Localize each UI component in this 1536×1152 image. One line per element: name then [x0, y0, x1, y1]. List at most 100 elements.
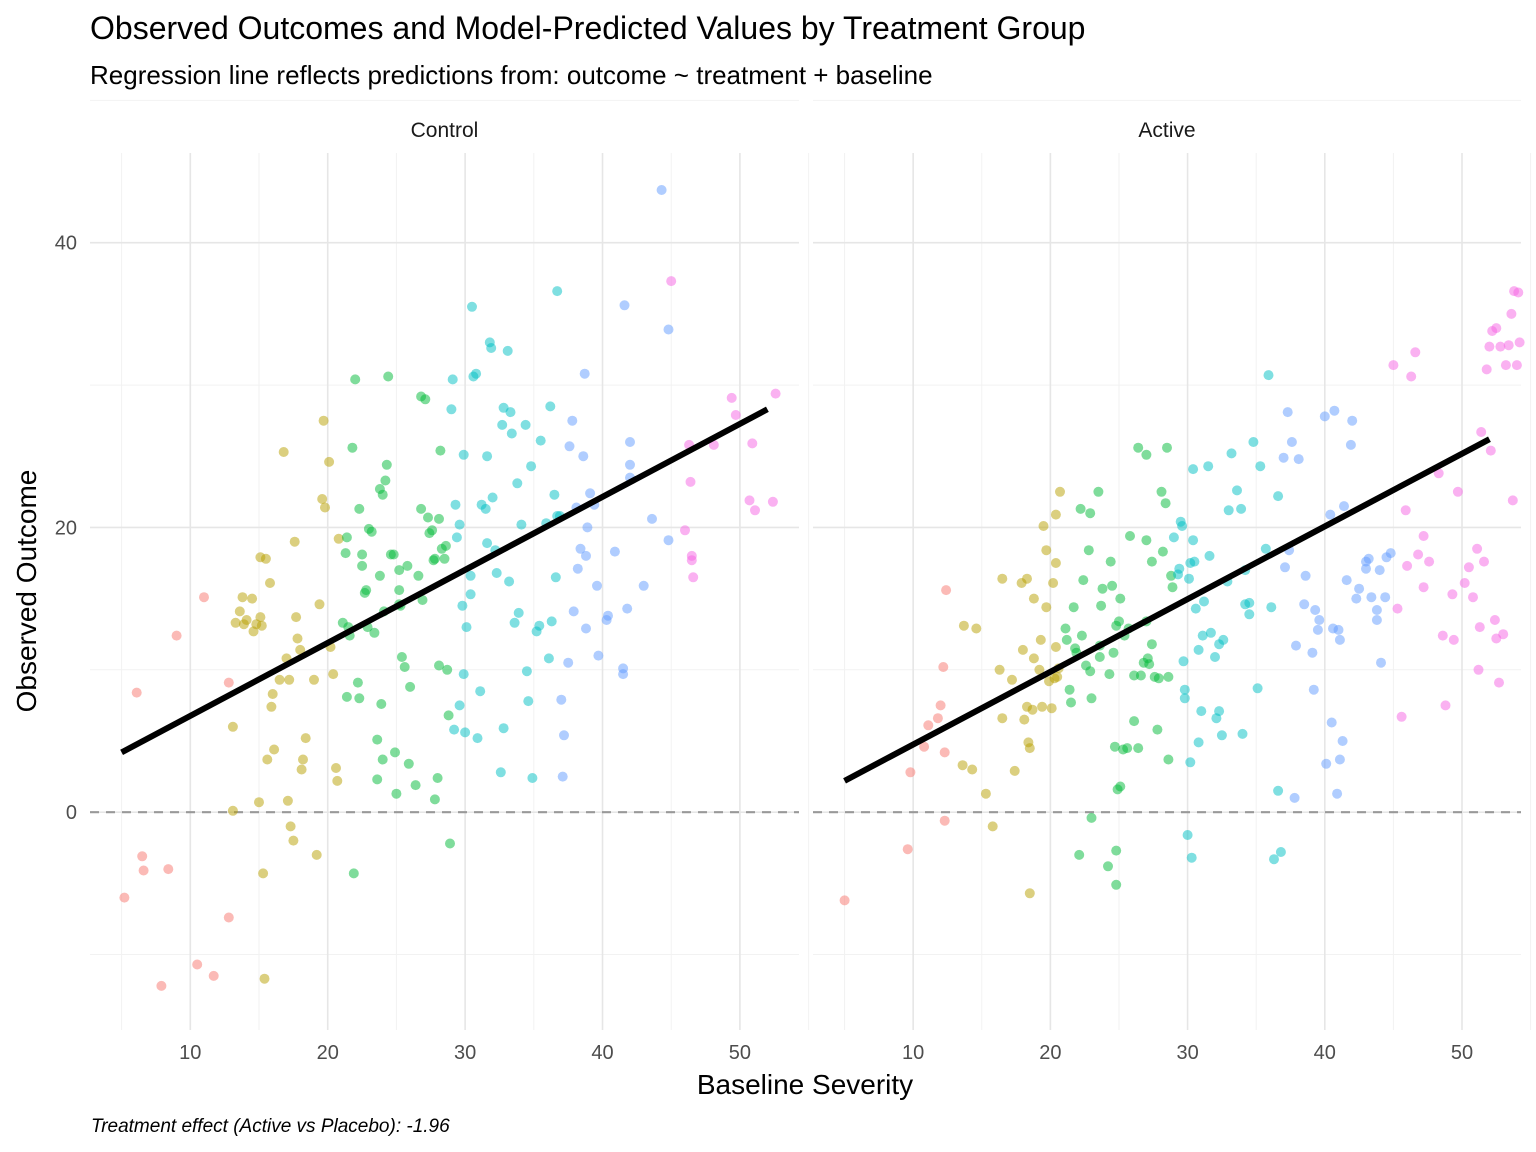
data-point	[457, 600, 468, 611]
data-point	[1204, 550, 1215, 561]
data-point	[1248, 437, 1259, 447]
data-point	[1097, 583, 1108, 594]
data-point	[1380, 592, 1391, 603]
data-point	[957, 760, 968, 771]
data-point	[1024, 888, 1035, 899]
data-point	[1507, 495, 1518, 506]
data-point	[461, 622, 472, 633]
data-point	[372, 734, 383, 745]
data-point	[230, 617, 241, 628]
data-point	[1214, 706, 1225, 717]
data-point	[1104, 669, 1115, 680]
data-point	[1035, 634, 1046, 645]
data-point	[1052, 671, 1063, 682]
data-point	[454, 519, 465, 530]
data-point	[427, 525, 438, 536]
data-point	[482, 451, 493, 462]
data-point	[1093, 486, 1104, 497]
data-point	[770, 388, 781, 399]
data-point	[449, 724, 460, 735]
data-point	[1476, 427, 1487, 437]
data-point	[1440, 700, 1451, 711]
x-tick-label: 40	[591, 1042, 613, 1064]
data-point	[1218, 634, 1229, 645]
data-point	[1122, 743, 1133, 754]
data-point	[1333, 624, 1344, 635]
data-point	[552, 286, 563, 297]
data-point	[534, 620, 545, 631]
data-point	[619, 300, 630, 311]
data-point	[939, 815, 950, 826]
data-point	[512, 478, 523, 489]
data-point	[350, 374, 361, 385]
data-point	[1385, 548, 1396, 559]
data-point	[1374, 565, 1385, 576]
data-point	[1402, 560, 1413, 571]
data-point	[1273, 491, 1284, 502]
data-point	[593, 650, 604, 661]
data-point	[1472, 543, 1483, 554]
data-point	[156, 980, 167, 991]
data-point	[1278, 452, 1289, 463]
data-point	[285, 821, 296, 832]
panel-control: Control 10 20 30 40 50	[90, 99, 810, 1064]
data-point	[550, 572, 561, 583]
data-point	[1199, 596, 1209, 607]
data-point	[1189, 556, 1200, 567]
data-point	[341, 532, 352, 543]
data-point	[1146, 639, 1157, 650]
data-point	[372, 774, 383, 785]
data-point	[905, 767, 916, 778]
data-point	[939, 747, 950, 758]
data-point	[1481, 364, 1492, 375]
data-point	[377, 754, 388, 765]
data-point	[923, 720, 934, 731]
x-tick-label: 20	[317, 1042, 339, 1064]
x-tick-label: 40	[1314, 1042, 1336, 1064]
regression-line-active	[843, 436, 1491, 784]
data-point	[429, 794, 440, 805]
data-point	[357, 560, 368, 571]
data-point	[1299, 599, 1310, 610]
data-point	[1312, 624, 1323, 635]
data-point	[1193, 644, 1204, 655]
data-point	[341, 691, 352, 702]
data-point	[647, 513, 657, 524]
data-point	[1223, 505, 1234, 516]
data-point	[383, 371, 394, 382]
data-point	[1334, 754, 1345, 765]
regression-line	[120, 406, 769, 756]
data-point	[434, 513, 444, 524]
data-point	[1354, 583, 1365, 594]
data-point	[267, 689, 278, 699]
data-point	[1494, 677, 1504, 688]
data-point	[1500, 360, 1511, 371]
data-point	[465, 589, 476, 600]
data-point	[581, 623, 591, 634]
data-point	[471, 368, 482, 379]
data-point	[352, 677, 363, 688]
data-point	[603, 610, 613, 621]
data-point	[399, 662, 410, 672]
y-tick-label: 40	[55, 233, 77, 255]
data-point	[535, 435, 546, 446]
data-point	[361, 585, 372, 596]
chart-caption: Treatment effect (Active vs Placebo): -1…	[91, 1116, 450, 1137]
data-point	[331, 763, 341, 773]
panel-active: Active 10 20 30 40 50	[813, 99, 1532, 1064]
data-point	[1506, 308, 1517, 319]
data-point	[440, 540, 451, 551]
data-point	[1413, 549, 1424, 560]
data-point	[1237, 728, 1248, 739]
data-point	[1186, 852, 1197, 863]
data-point	[578, 451, 589, 462]
data-point	[394, 565, 405, 576]
data-point	[1232, 485, 1242, 496]
data-point	[1266, 602, 1277, 613]
data-point	[390, 747, 400, 758]
data-point	[1179, 693, 1190, 704]
data-point	[445, 838, 455, 849]
data-point	[1184, 573, 1194, 584]
data-point	[1028, 653, 1039, 664]
data-point	[296, 764, 307, 775]
